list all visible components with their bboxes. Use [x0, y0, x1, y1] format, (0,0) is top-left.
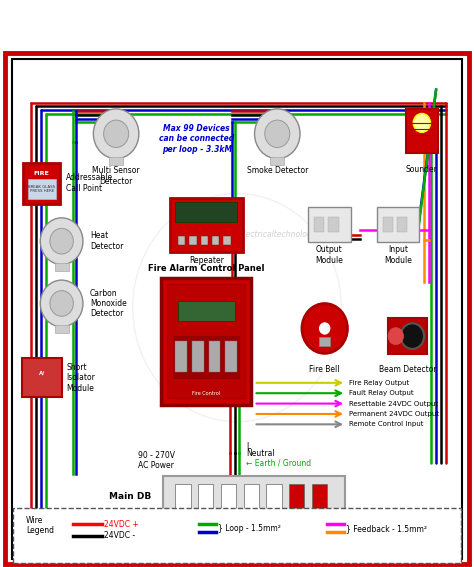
- FancyBboxPatch shape: [192, 341, 204, 373]
- FancyBboxPatch shape: [377, 207, 419, 243]
- Text: A/: A/: [38, 371, 45, 376]
- Text: Fault Relay Output: Fault Relay Output: [349, 390, 413, 396]
- Text: Repeater: Repeater: [189, 256, 224, 265]
- Text: Fire Relay Output: Fire Relay Output: [349, 380, 409, 386]
- FancyBboxPatch shape: [201, 236, 208, 246]
- Circle shape: [319, 323, 330, 334]
- FancyBboxPatch shape: [13, 509, 461, 564]
- Circle shape: [388, 328, 403, 345]
- FancyBboxPatch shape: [319, 337, 330, 346]
- FancyBboxPatch shape: [175, 202, 237, 222]
- Text: Wire
Legend: Wire Legend: [26, 516, 54, 535]
- FancyBboxPatch shape: [109, 157, 123, 165]
- Circle shape: [50, 229, 73, 254]
- Text: www.electricaltechnology.org: www.electricaltechnology.org: [219, 230, 331, 239]
- FancyBboxPatch shape: [405, 109, 438, 153]
- Circle shape: [104, 120, 128, 147]
- Circle shape: [265, 120, 290, 147]
- Circle shape: [40, 280, 83, 327]
- Text: Output
Module: Output Module: [316, 246, 343, 265]
- FancyBboxPatch shape: [312, 484, 327, 510]
- Text: 90 - 270V
AC Power: 90 - 270V AC Power: [138, 451, 175, 471]
- Text: Short
Isolator
Module: Short Isolator Module: [66, 363, 95, 392]
- FancyBboxPatch shape: [27, 179, 56, 200]
- FancyBboxPatch shape: [397, 217, 407, 232]
- Text: Sounder: Sounder: [406, 165, 438, 174]
- Text: Fire Control: Fire Control: [192, 391, 220, 396]
- Circle shape: [302, 303, 347, 353]
- FancyBboxPatch shape: [189, 236, 197, 246]
- FancyBboxPatch shape: [314, 217, 324, 232]
- Circle shape: [50, 291, 73, 316]
- Text: Heat
Detector: Heat Detector: [90, 231, 123, 251]
- Text: Input
Module: Input Module: [384, 246, 412, 265]
- Text: Addressable
Call Point: Addressable Call Point: [66, 174, 113, 193]
- Text: } Loop - 1.5mm²: } Loop - 1.5mm²: [218, 524, 281, 533]
- FancyBboxPatch shape: [383, 217, 393, 232]
- FancyBboxPatch shape: [170, 198, 243, 252]
- Text: BREAK GLASS
PRESS HERE: BREAK GLASS PRESS HERE: [28, 185, 55, 193]
- FancyBboxPatch shape: [266, 484, 282, 510]
- FancyBboxPatch shape: [244, 484, 259, 510]
- FancyBboxPatch shape: [270, 157, 284, 165]
- FancyBboxPatch shape: [289, 484, 304, 510]
- Text: Permanent 24VDC Output: Permanent 24VDC Output: [349, 411, 439, 417]
- FancyBboxPatch shape: [178, 301, 235, 320]
- Text: FIRE: FIRE: [34, 171, 50, 176]
- Text: } Feedback - 1.5mm²: } Feedback - 1.5mm²: [346, 524, 427, 533]
- Circle shape: [255, 109, 300, 159]
- Text: ← Earth / Ground: ← Earth / Ground: [246, 459, 311, 468]
- Text: Addressable Fire Alarm System Wiring: Addressable Fire Alarm System Wiring: [42, 15, 432, 33]
- Text: Fire Bell: Fire Bell: [310, 365, 340, 374]
- Text: 24VDC +: 24VDC +: [104, 520, 139, 529]
- Text: 24VDC -: 24VDC -: [104, 531, 136, 540]
- FancyBboxPatch shape: [223, 236, 231, 246]
- FancyBboxPatch shape: [163, 476, 345, 518]
- FancyBboxPatch shape: [209, 341, 220, 373]
- FancyBboxPatch shape: [55, 263, 69, 271]
- Text: L: L: [246, 442, 251, 451]
- FancyBboxPatch shape: [221, 484, 236, 510]
- Circle shape: [40, 218, 83, 265]
- FancyBboxPatch shape: [167, 284, 246, 399]
- FancyBboxPatch shape: [178, 236, 185, 246]
- Text: Beam Detector: Beam Detector: [379, 365, 437, 374]
- FancyBboxPatch shape: [55, 325, 69, 333]
- Text: Smoke Detector: Smoke Detector: [246, 167, 308, 175]
- FancyBboxPatch shape: [225, 341, 237, 373]
- Circle shape: [93, 109, 139, 159]
- Text: Main DB: Main DB: [109, 493, 152, 501]
- FancyBboxPatch shape: [308, 207, 350, 243]
- FancyBboxPatch shape: [22, 358, 62, 397]
- FancyBboxPatch shape: [328, 217, 338, 232]
- FancyBboxPatch shape: [198, 484, 213, 510]
- FancyBboxPatch shape: [23, 163, 61, 204]
- Text: Remote Control Input: Remote Control Input: [349, 421, 423, 428]
- Text: Fire Alarm Control Panel: Fire Alarm Control Panel: [148, 264, 264, 273]
- FancyBboxPatch shape: [212, 236, 219, 246]
- Circle shape: [401, 323, 424, 349]
- FancyBboxPatch shape: [173, 336, 239, 378]
- Text: Resettable 24VDC Output: Resettable 24VDC Output: [349, 400, 438, 407]
- Text: Carbon
Monoxide
Detector: Carbon Monoxide Detector: [90, 289, 127, 318]
- Text: Neutral: Neutral: [246, 450, 275, 458]
- FancyBboxPatch shape: [161, 278, 251, 405]
- FancyBboxPatch shape: [175, 341, 187, 373]
- Text: Multi Sensor
Detector: Multi Sensor Detector: [92, 167, 140, 186]
- FancyBboxPatch shape: [388, 318, 427, 354]
- FancyBboxPatch shape: [175, 484, 191, 510]
- Text: Max 99 Devices
can be connected
per loop - 3.3kM: Max 99 Devices can be connected per loop…: [159, 124, 234, 154]
- Circle shape: [413, 113, 430, 132]
